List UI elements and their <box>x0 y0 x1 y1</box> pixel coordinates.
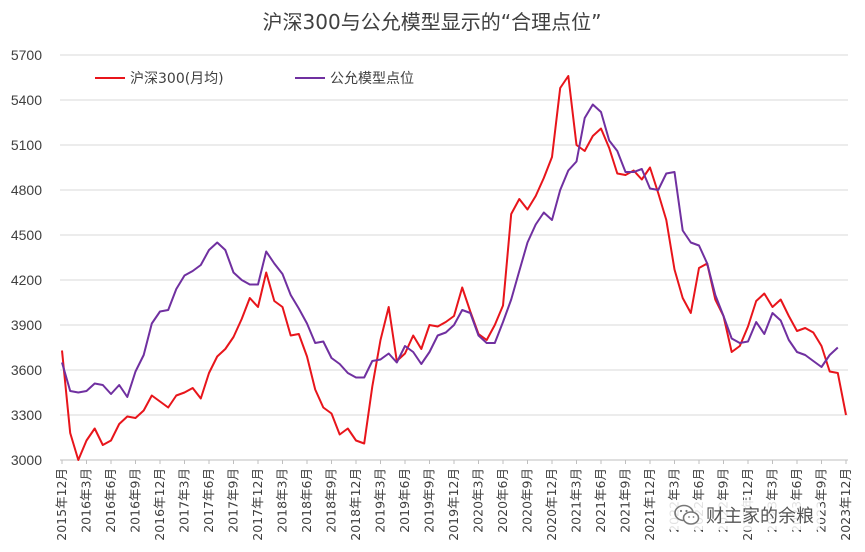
x-tick-label: 2015年12月 <box>54 468 69 541</box>
y-tick-label: 5700 <box>11 47 42 63</box>
x-tick-label: 2018年6月 <box>299 468 314 533</box>
watermark-text: 财主家的余粮 <box>706 506 814 527</box>
x-tick-label: 2020年3月 <box>471 468 486 533</box>
y-tick-label: 5400 <box>11 92 42 108</box>
x-tick-label: 2018年9月 <box>324 468 339 533</box>
x-tick-label: 2016年12月 <box>152 468 167 541</box>
x-tick-label: 2021年3月 <box>569 468 584 533</box>
series-lines <box>61 75 847 461</box>
x-tick-label: 2023年12月 <box>838 468 853 541</box>
x-tick-label: 2021年6月 <box>593 468 608 533</box>
x-tick-label: 2017年12月 <box>250 468 265 541</box>
x-tick-label: 2021年9月 <box>618 468 633 533</box>
legend-label-hs300: 沪深300(月均) <box>130 71 224 87</box>
x-tick-label: 2017年3月 <box>177 468 192 533</box>
x-tick-label: 2020年6月 <box>495 468 510 533</box>
chart-title: 沪深300与公允模型显示的“合理点位” <box>263 10 602 34</box>
x-tick-label: 2020年9月 <box>520 468 535 533</box>
x-tick-label: 2019年3月 <box>373 468 388 533</box>
wechat-icon <box>674 504 700 525</box>
y-tick-label: 5100 <box>11 137 42 153</box>
watermark: 财主家的余粮 <box>668 500 820 530</box>
grid-lines <box>60 54 848 416</box>
y-tick-label: 4500 <box>11 227 42 243</box>
y-tick-label: 3600 <box>11 362 42 378</box>
x-tick-label: 2016年3月 <box>79 468 94 533</box>
y-axis-ticks: 3000 3300 3600 3900 4200 4500 4800 5100 5400 5700 <box>11 47 42 468</box>
x-tick-label: 2016年6月 <box>103 468 118 533</box>
y-tick-label: 3900 <box>11 317 42 333</box>
x-tick-label: 2018年3月 <box>275 468 290 533</box>
series-line-hs300 <box>61 75 847 461</box>
x-tick-label: 2017年6月 <box>201 468 216 533</box>
y-tick-label: 3000 <box>11 452 42 468</box>
y-tick-label: 3300 <box>11 407 42 423</box>
x-tick-label: 2019年6月 <box>397 468 412 533</box>
y-tick-label: 4200 <box>11 272 42 288</box>
series-line-fair-value <box>61 103 839 398</box>
legend: 沪深300(月均) 公允模型点位 <box>95 71 414 87</box>
x-tick-label: 2021年12月 <box>642 468 657 541</box>
legend-label-fair-value: 公允模型点位 <box>330 71 414 87</box>
x-tick-label: 2020年12月 <box>544 468 559 541</box>
y-tick-label: 4800 <box>11 182 42 198</box>
x-tick-label: 2018年12月 <box>348 468 363 541</box>
x-tick-label: 2016年9月 <box>128 468 143 533</box>
x-tick-label: 2019年12月 <box>446 468 461 541</box>
x-tick-label: 2019年9月 <box>422 468 437 533</box>
x-tick-label: 2017年9月 <box>226 468 241 533</box>
